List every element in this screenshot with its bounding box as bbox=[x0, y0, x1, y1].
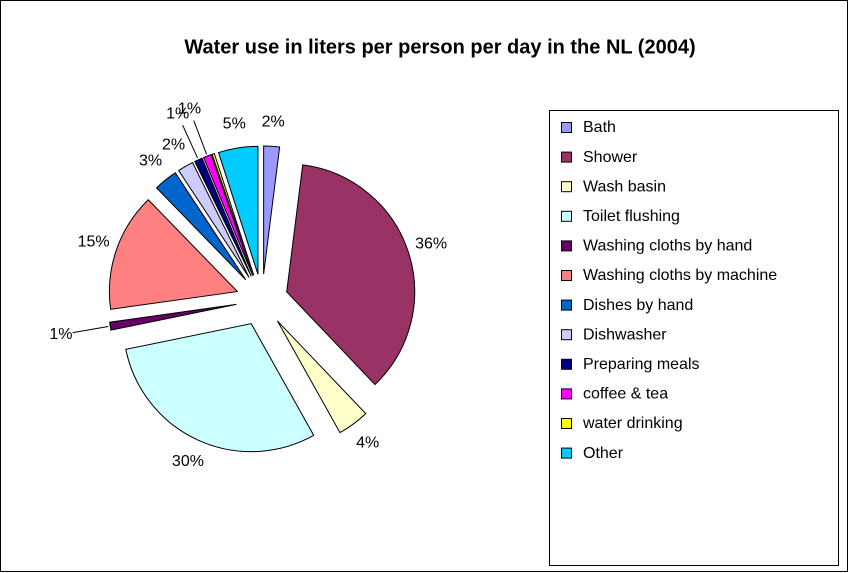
pie-slice bbox=[202, 154, 254, 276]
data-label: 1% bbox=[49, 326, 72, 343]
legend-swatch bbox=[561, 240, 572, 252]
legend-swatch bbox=[561, 270, 572, 281]
data-label: 5% bbox=[223, 115, 246, 132]
pie-slice bbox=[194, 157, 252, 277]
pie-slice bbox=[263, 145, 281, 275]
data-label: 2% bbox=[162, 137, 185, 154]
legend-label: Shower bbox=[583, 149, 638, 166]
legend-label: water drinking bbox=[582, 415, 683, 432]
pie-slice bbox=[286, 164, 416, 386]
legend-box bbox=[549, 110, 839, 566]
pie-slice bbox=[109, 303, 237, 331]
data-label: 15% bbox=[78, 233, 110, 250]
data-label: 4% bbox=[356, 434, 379, 451]
data-label: 3% bbox=[139, 152, 162, 169]
legend-label: Preparing meals bbox=[583, 356, 700, 373]
pie-slice bbox=[155, 172, 247, 281]
legend-swatch bbox=[561, 122, 572, 133]
pie-slice bbox=[277, 320, 367, 434]
legend-swatch bbox=[561, 299, 572, 311]
legend-swatch bbox=[561, 418, 572, 429]
legend-swatch bbox=[561, 388, 572, 400]
legend-label: Washing cloths by machine bbox=[583, 267, 777, 284]
legend-label: Dishes by hand bbox=[583, 297, 693, 314]
legend-label: Toilet flushing bbox=[583, 208, 680, 225]
leader-line bbox=[72, 326, 109, 334]
data-label: 30% bbox=[172, 453, 204, 470]
pie-slice bbox=[217, 145, 259, 275]
pie-slice bbox=[177, 161, 250, 278]
pie-slice bbox=[125, 323, 315, 453]
chart-title: Water use in liters per person per day i… bbox=[184, 36, 695, 58]
legend-swatch bbox=[561, 329, 572, 341]
legend-label: Other bbox=[583, 445, 624, 462]
data-label: 1% bbox=[166, 105, 189, 122]
legend-swatch bbox=[561, 447, 572, 459]
data-label: 1% bbox=[178, 101, 201, 118]
legend-swatch bbox=[561, 151, 572, 163]
legend-label: Wash basin bbox=[583, 178, 666, 195]
legend-label: Washing cloths by hand bbox=[583, 238, 752, 255]
legend-label: Dishwasher bbox=[583, 326, 667, 343]
legend-swatch bbox=[561, 210, 572, 222]
legend-label: Bath bbox=[583, 119, 616, 136]
leader-line bbox=[193, 120, 208, 155]
data-label: 36% bbox=[415, 236, 447, 253]
legend-swatch bbox=[561, 358, 572, 370]
pie-slice bbox=[211, 152, 255, 276]
legend-label: coffee & tea bbox=[583, 386, 668, 403]
data-label: 2% bbox=[262, 114, 285, 131]
pie-slice bbox=[108, 199, 239, 310]
legend-swatch bbox=[561, 181, 572, 193]
leader-line bbox=[182, 124, 198, 159]
